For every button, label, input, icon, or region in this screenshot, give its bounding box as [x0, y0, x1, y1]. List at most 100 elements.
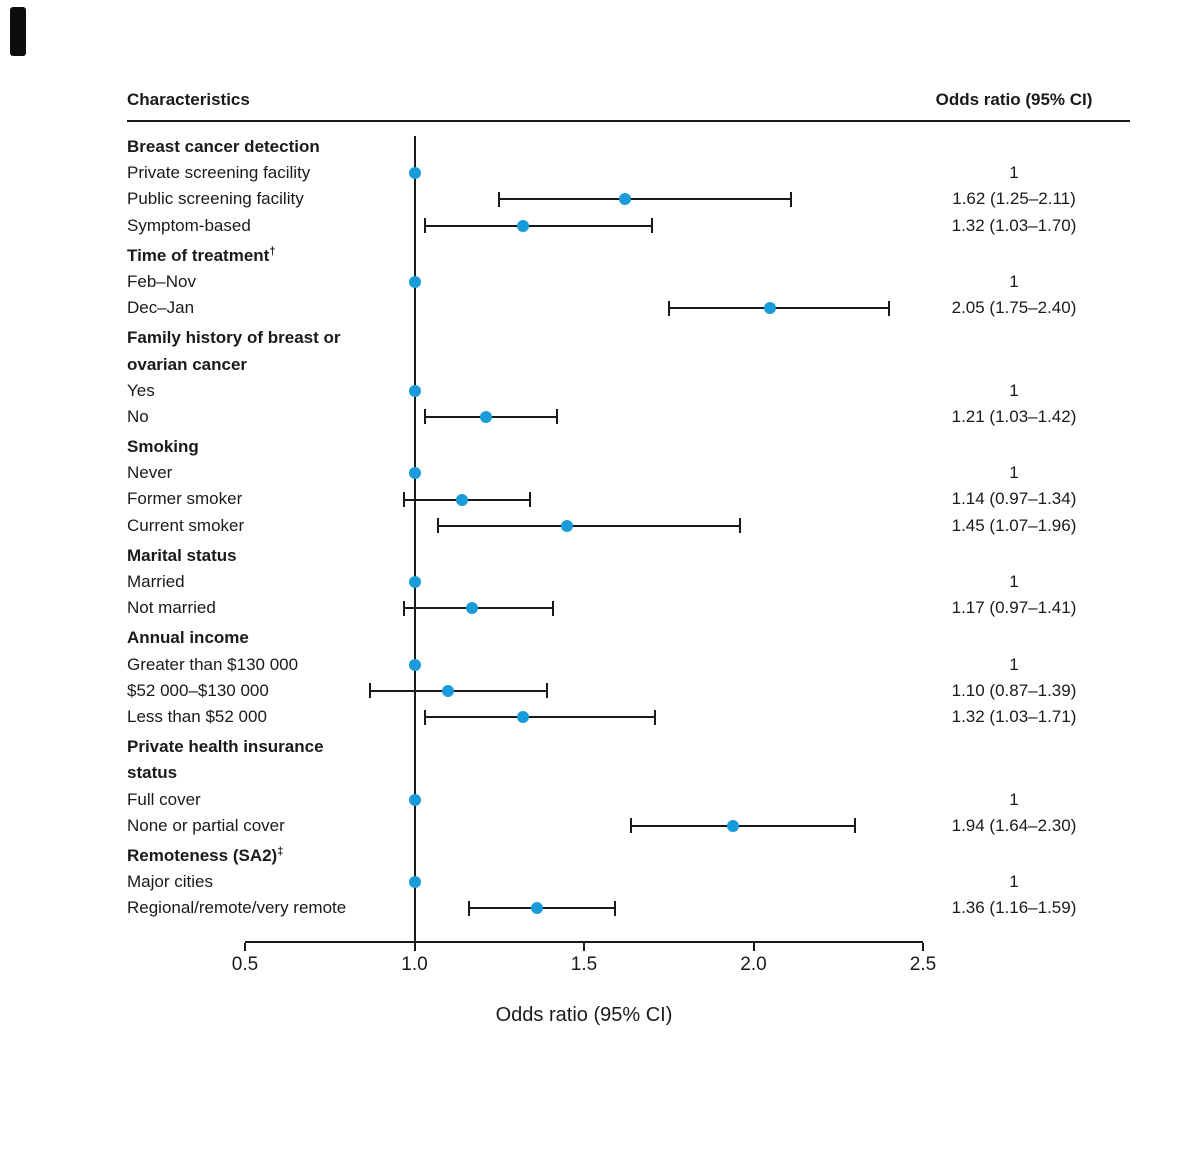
row-label: Feb–Nov	[127, 271, 196, 291]
odds-ratio-value: 1.94 (1.64–2.30)	[951, 815, 1077, 835]
odds-ratio-value: 1.32 (1.03–1.70)	[951, 215, 1077, 235]
forest-row: Regional/remote/very remote 1.36 (1.16–1.…	[0, 895, 1200, 921]
odds-ratio-point	[408, 793, 421, 806]
odds-ratio-point	[408, 384, 421, 397]
section-header-label: Marital status	[127, 545, 237, 565]
row-label: Dec–Jan	[127, 298, 195, 318]
row-label: Regional/remote/very remote	[127, 898, 347, 918]
odds-ratio-point	[408, 576, 421, 589]
ci-bar	[438, 524, 740, 527]
x-axis-tick	[583, 943, 585, 951]
x-tick-label: 2.0	[740, 954, 767, 975]
forest-row: Greater than $130 000 1	[0, 652, 1200, 678]
section-header-row: Annual income	[0, 625, 1200, 651]
row-label: Former smoker	[127, 489, 243, 509]
section-header-row: Marital status	[0, 543, 1200, 569]
odds-ratio-value: 1.36 (1.16–1.59)	[951, 898, 1077, 918]
odds-ratio-point	[442, 684, 455, 697]
ci-cap	[789, 191, 792, 207]
forest-row: Married 1	[0, 569, 1200, 595]
forest-row: Full cover 1	[0, 787, 1200, 813]
odds-ratio-value: 1.62 (1.25–2.11)	[952, 189, 1076, 209]
forest-rows: Breast cancer detection Private screening…	[0, 134, 1200, 921]
forest-row: Yes 1	[0, 378, 1200, 404]
x-axis-title: Odds ratio (95% CI)	[495, 1004, 673, 1026]
forest-row: None or partial cover 1.94 (1.64–2.30)	[0, 813, 1200, 839]
odds-ratio-value: 1.21 (1.03–1.42)	[951, 406, 1077, 426]
section-header-row: status	[0, 760, 1200, 786]
odds-ratio-value: 1	[1009, 872, 1019, 892]
ci-cap	[423, 709, 426, 725]
ci-cap	[423, 218, 426, 234]
odds-ratio-value: 2.05 (1.75–2.40)	[951, 298, 1077, 318]
ci-cap	[650, 218, 653, 234]
ci-cap	[437, 518, 440, 534]
row-label: Never	[127, 463, 173, 483]
forest-row: Less than $52 000 1.32 (1.03–1.71)	[0, 704, 1200, 730]
ci-cap	[555, 409, 558, 425]
ci-bar	[631, 824, 856, 827]
odds-ratio-point	[408, 876, 421, 889]
odds-ratio-value: 1.32 (1.03–1.71)	[951, 706, 1077, 726]
row-label: Current smoker	[127, 515, 245, 535]
section-header-row: Private health insurance	[0, 734, 1200, 760]
row-label: Greater than $130 000	[127, 654, 299, 674]
odds-ratio-point	[727, 819, 740, 832]
ci-bar	[424, 224, 652, 227]
ci-cap	[369, 683, 372, 699]
odds-ratio-value: 1	[1009, 163, 1019, 183]
ci-cap	[403, 492, 406, 508]
forest-row: Former smoker 1.14 (0.97–1.34)	[0, 486, 1200, 512]
row-label: $52 000–$130 000	[127, 680, 269, 700]
forest-row: Feb–Nov 1	[0, 269, 1200, 295]
odds-ratio-value: 1	[1009, 789, 1019, 809]
odds-ratio-value: 1	[1009, 271, 1019, 291]
odds-ratio-point	[408, 467, 421, 480]
row-label: No	[127, 406, 149, 426]
section-header-row: Breast cancer detection	[0, 134, 1200, 160]
ci-cap	[545, 683, 548, 699]
forest-row: Private screening facility 1	[0, 160, 1200, 186]
reference-line-or-1	[413, 136, 416, 941]
odds-ratio-point	[455, 493, 468, 506]
forest-row: No 1.21 (1.03–1.42)	[0, 404, 1200, 430]
section-header-label: Family history of breast or	[127, 328, 341, 348]
ci-cap	[423, 409, 426, 425]
odds-ratio-point	[618, 193, 631, 206]
odds-ratio-value: 1.17 (0.97–1.41)	[951, 598, 1077, 618]
row-label: Married	[127, 572, 185, 591]
odds-ratio-value: 1	[1009, 572, 1019, 591]
forest-row: $52 000–$130 000 1.10 (0.87–1.39)	[0, 678, 1200, 704]
ci-cap	[613, 900, 616, 916]
x-axis-tick	[922, 943, 924, 951]
x-axis-line	[245, 941, 923, 943]
odds-ratio-value: 1	[1009, 463, 1019, 483]
section-header-row: Family history of breast or	[0, 325, 1200, 351]
ci-cap	[552, 600, 555, 616]
row-label: Major cities	[127, 872, 213, 892]
odds-ratio-value: 1	[1009, 654, 1019, 674]
odds-ratio-point	[516, 219, 529, 232]
ci-cap	[630, 818, 633, 834]
section-header-row: Time of treatment†	[0, 243, 1200, 269]
section-header-row: Remoteness (SA2)‡	[0, 843, 1200, 869]
row-label: Symptom-based	[127, 215, 251, 235]
column-header-characteristics: Characteristics	[127, 90, 250, 109]
section-header-row: ovarian cancer	[0, 352, 1200, 378]
x-axis-tick	[752, 943, 755, 951]
forest-row: Public screening facility 1.62 (1.25–2.11…	[0, 186, 1200, 212]
section-header-label: ovarian cancer	[127, 354, 248, 374]
column-header-odds-ratio: Odds ratio (95% CI)	[935, 90, 1093, 109]
x-tick-label: 0.5	[231, 954, 259, 975]
ci-cap	[667, 300, 670, 316]
ci-bar	[499, 198, 791, 201]
x-axis-tick	[413, 943, 416, 951]
x-axis-tick	[244, 943, 246, 951]
section-header-label: Annual income	[127, 628, 249, 648]
odds-ratio-value: 1	[1009, 380, 1019, 400]
header-rule	[127, 120, 1130, 122]
section-header-label: Remoteness (SA2)‡	[127, 845, 284, 865]
ci-cap	[888, 300, 891, 316]
ci-cap	[738, 518, 741, 534]
